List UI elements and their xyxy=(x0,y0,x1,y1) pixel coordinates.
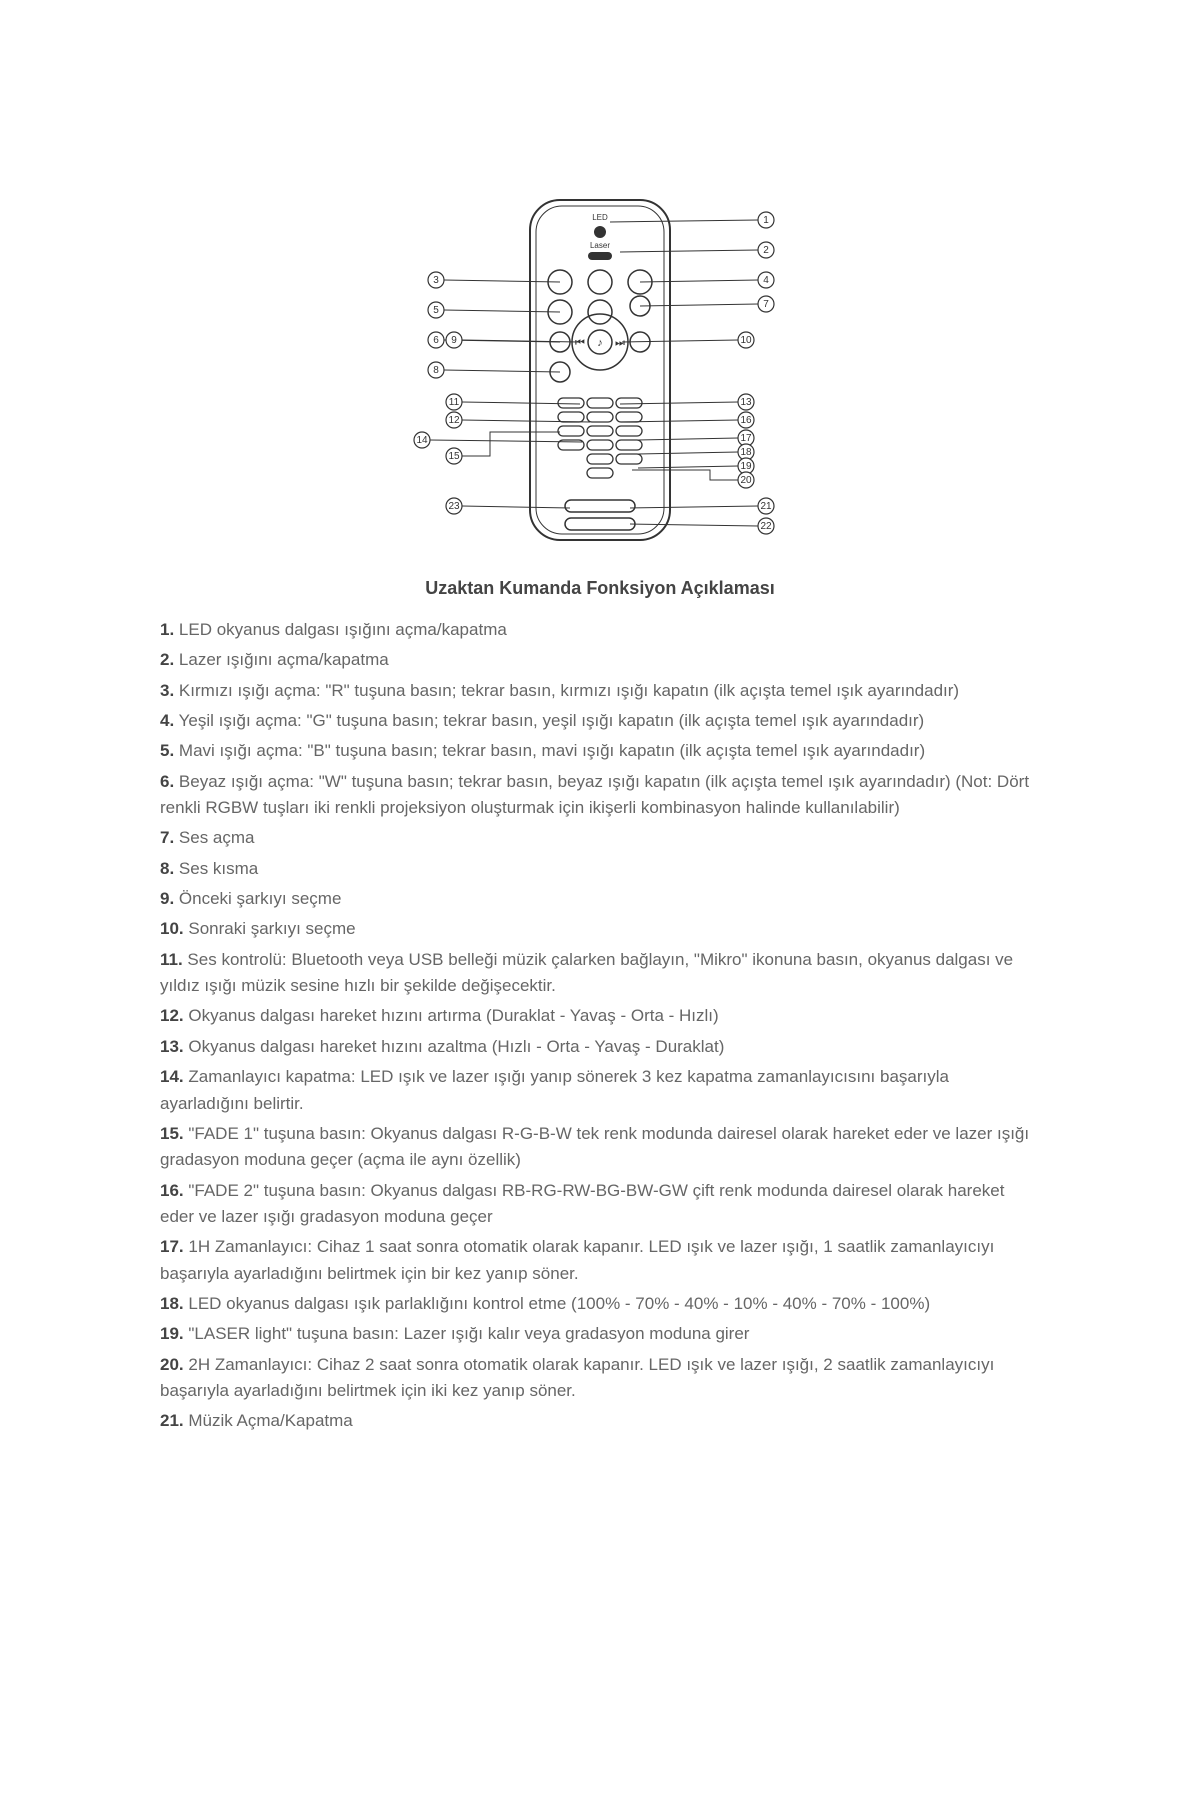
item-text: Okyanus dalgası hareket hızını artırma (… xyxy=(184,1006,719,1025)
item-text: Sonraki şarkıyı seçme xyxy=(184,919,356,938)
item-text: Kırmızı ışığı açma: "R" tuşuna basın; te… xyxy=(174,681,959,700)
svg-text:8: 8 xyxy=(433,365,439,376)
item-text: Okyanus dalgası hareket hızını azaltma (… xyxy=(184,1037,725,1056)
list-item: 17. 1H Zamanlayıcı: Cihaz 1 saat sonra o… xyxy=(160,1234,1040,1287)
diagram-container: LEDLaser⏮⏭♪12345678910111213141516171819… xyxy=(160,180,1040,560)
item-text: 2H Zamanlayıcı: Cihaz 2 saat sonra otoma… xyxy=(160,1355,994,1400)
item-number: 9. xyxy=(160,889,174,908)
list-item: 1. LED okyanus dalgası ışığını açma/kapa… xyxy=(160,617,1040,643)
list-item: 21. Müzik Açma/Kapatma xyxy=(160,1408,1040,1434)
svg-text:10: 10 xyxy=(740,335,752,346)
svg-text:7: 7 xyxy=(763,299,769,310)
list-item: 15. "FADE 1" tuşuna basın: Okyanus dalga… xyxy=(160,1121,1040,1174)
item-number: 17. xyxy=(160,1237,184,1256)
item-number: 18. xyxy=(160,1294,184,1313)
item-text: Müzik Açma/Kapatma xyxy=(184,1411,353,1430)
item-number: 5. xyxy=(160,741,174,760)
list-item: 12. Okyanus dalgası hareket hızını artır… xyxy=(160,1003,1040,1029)
svg-text:4: 4 xyxy=(763,275,769,286)
svg-text:23: 23 xyxy=(448,501,460,512)
list-item: 10. Sonraki şarkıyı seçme xyxy=(160,916,1040,942)
item-number: 8. xyxy=(160,859,174,878)
item-text: Mavi ışığı açma: "B" tuşuna basın; tekra… xyxy=(174,741,925,760)
item-text: Önceki şarkıyı seçme xyxy=(174,889,341,908)
list-item: 8. Ses kısma xyxy=(160,856,1040,882)
list-item: 20. 2H Zamanlayıcı: Cihaz 2 saat sonra o… xyxy=(160,1352,1040,1405)
svg-text:9: 9 xyxy=(451,335,457,346)
item-text: Ses kontrolü: Bluetooth veya USB belleği… xyxy=(160,950,1013,995)
list-item: 13. Okyanus dalgası hareket hızını azalt… xyxy=(160,1034,1040,1060)
list-item: 19. "LASER light" tuşuna basın: Lazer ış… xyxy=(160,1321,1040,1347)
svg-text:14: 14 xyxy=(416,435,428,446)
item-number: 4. xyxy=(160,711,174,730)
item-text: 1H Zamanlayıcı: Cihaz 1 saat sonra otoma… xyxy=(160,1237,994,1282)
item-text: "LASER light" tuşuna basın: Lazer ışığı … xyxy=(184,1324,750,1343)
svg-text:12: 12 xyxy=(448,415,460,426)
list-item: 5. Mavi ışığı açma: "B" tuşuna basın; te… xyxy=(160,738,1040,764)
list-item: 14. Zamanlayıcı kapatma: LED ışık ve laz… xyxy=(160,1064,1040,1117)
item-number: 11. xyxy=(160,950,183,969)
item-number: 3. xyxy=(160,681,174,700)
item-text: LED okyanus dalgası ışık parlaklığını ko… xyxy=(184,1294,930,1313)
item-text: Yeşil ışığı açma: "G" tuşuna basın; tekr… xyxy=(174,711,924,730)
svg-text:11: 11 xyxy=(449,397,460,408)
page-title: Uzaktan Kumanda Fonksiyon Açıklaması xyxy=(160,578,1040,599)
item-number: 19. xyxy=(160,1324,184,1343)
svg-text:⏭: ⏭ xyxy=(615,337,625,349)
item-number: 12. xyxy=(160,1006,184,1025)
svg-text:LED: LED xyxy=(592,213,608,222)
list-item: 4. Yeşil ışığı açma: "G" tuşuna basın; t… xyxy=(160,708,1040,734)
item-text: Ses kısma xyxy=(174,859,258,878)
svg-text:⏮: ⏮ xyxy=(575,337,585,349)
svg-text:5: 5 xyxy=(433,305,439,316)
item-number: 16. xyxy=(160,1181,184,1200)
item-number: 10. xyxy=(160,919,184,938)
list-item: 11. Ses kontrolü: Bluetooth veya USB bel… xyxy=(160,947,1040,1000)
svg-text:♪: ♪ xyxy=(597,337,603,349)
item-text: Ses açma xyxy=(174,828,254,847)
page: LEDLaser⏮⏭♪12345678910111213141516171819… xyxy=(0,0,1200,1800)
svg-text:18: 18 xyxy=(740,447,752,458)
svg-text:3: 3 xyxy=(433,275,439,286)
svg-text:21: 21 xyxy=(760,501,772,512)
svg-text:17: 17 xyxy=(740,433,752,444)
item-text: LED okyanus dalgası ışığını açma/kapatma xyxy=(174,620,507,639)
svg-text:2: 2 xyxy=(763,245,769,256)
item-number: 15. xyxy=(160,1124,184,1143)
list-item: 9. Önceki şarkıyı seçme xyxy=(160,886,1040,912)
list-item: 16. "FADE 2" tuşuna basın: Okyanus dalga… xyxy=(160,1178,1040,1231)
svg-text:22: 22 xyxy=(760,521,772,532)
item-number: 14. xyxy=(160,1067,184,1086)
item-text: "FADE 2" tuşuna basın: Okyanus dalgası R… xyxy=(160,1181,1004,1226)
svg-text:Laser: Laser xyxy=(590,241,610,250)
item-text: Beyaz ışığı açma: "W" tuşuna basın; tekr… xyxy=(160,772,1029,817)
list-item: 6. Beyaz ışığı açma: "W" tuşuna basın; t… xyxy=(160,769,1040,822)
item-text: Lazer ışığını açma/kapatma xyxy=(174,650,389,669)
function-list: 1. LED okyanus dalgası ışığını açma/kapa… xyxy=(160,617,1040,1435)
item-text: Zamanlayıcı kapatma: LED ışık ve lazer ı… xyxy=(160,1067,949,1112)
list-item: 7. Ses açma xyxy=(160,825,1040,851)
item-number: 21. xyxy=(160,1411,184,1430)
list-item: 2. Lazer ışığını açma/kapatma xyxy=(160,647,1040,673)
svg-text:19: 19 xyxy=(740,461,752,472)
list-item: 18. LED okyanus dalgası ışık parlaklığın… xyxy=(160,1291,1040,1317)
item-number: 1. xyxy=(160,620,174,639)
svg-text:1: 1 xyxy=(763,215,769,226)
item-number: 6. xyxy=(160,772,174,791)
svg-text:16: 16 xyxy=(740,415,752,426)
remote-diagram: LEDLaser⏮⏭♪12345678910111213141516171819… xyxy=(320,180,880,560)
item-number: 20. xyxy=(160,1355,184,1374)
item-number: 2. xyxy=(160,650,174,669)
svg-text:20: 20 xyxy=(740,475,752,486)
list-item: 3. Kırmızı ışığı açma: "R" tuşuna basın;… xyxy=(160,678,1040,704)
item-text: "FADE 1" tuşuna basın: Okyanus dalgası R… xyxy=(160,1124,1029,1169)
item-number: 13. xyxy=(160,1037,184,1056)
svg-text:6: 6 xyxy=(433,335,439,346)
svg-text:13: 13 xyxy=(740,397,752,408)
item-number: 7. xyxy=(160,828,174,847)
svg-text:15: 15 xyxy=(448,451,460,462)
